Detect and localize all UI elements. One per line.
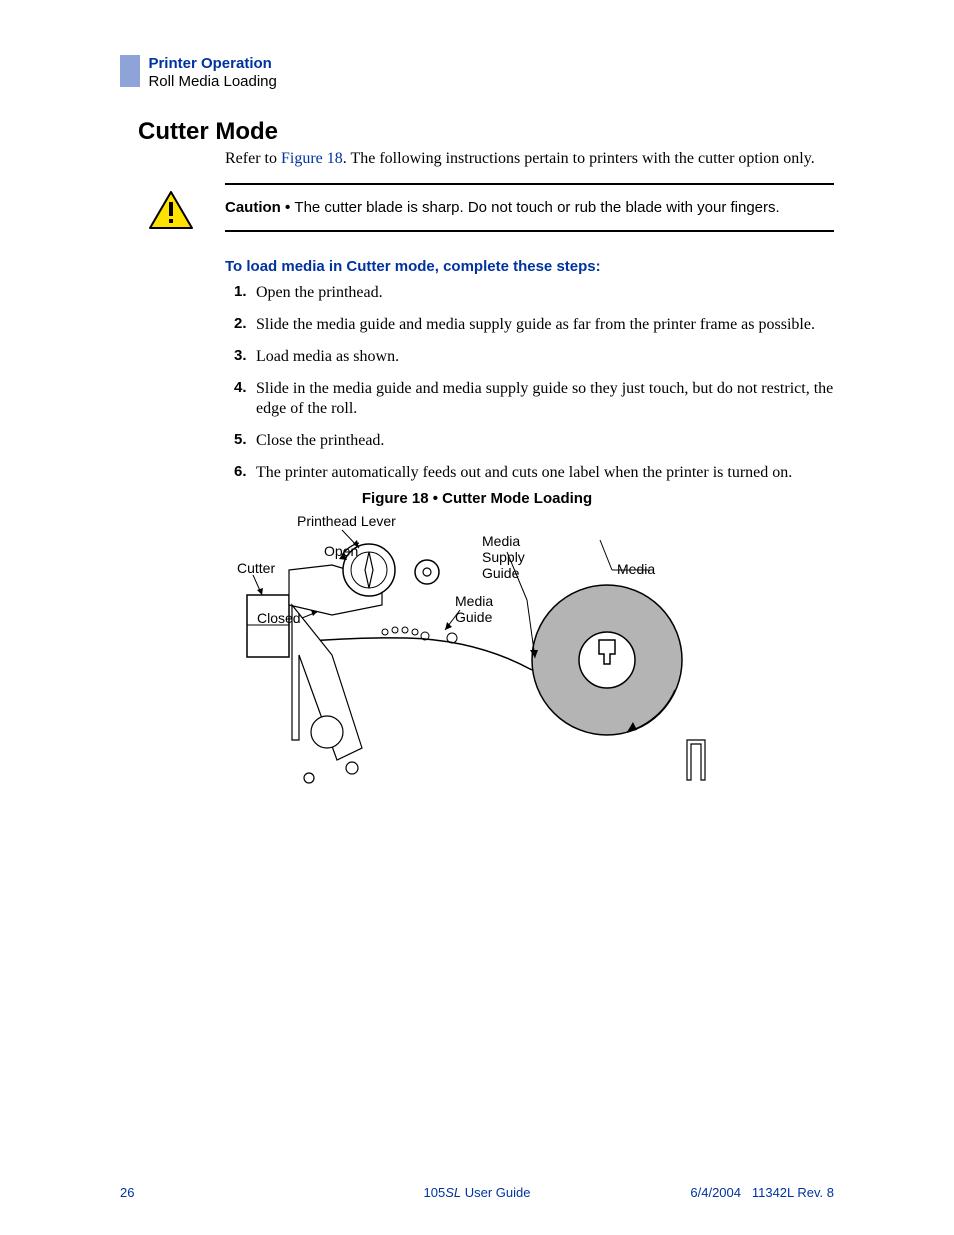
steps-title: To load media in Cutter mode, complete t… [225, 258, 601, 275]
intro-paragraph: Refer to Figure 18. The following instru… [225, 150, 834, 168]
step-number: 5. [234, 431, 256, 451]
label-closed: Closed [257, 610, 301, 626]
step-text: Close the printhead. [256, 431, 384, 451]
intro-post: . The following instructions pertain to … [343, 150, 815, 167]
label-media-guide-l2: Guide [455, 609, 493, 625]
step-number: 1. [234, 283, 256, 303]
page: Printer Operation Roll Media Loading Cut… [0, 0, 954, 1235]
step-text: Slide in the media guide and media suppl… [256, 379, 834, 419]
label-msg-l3: Guide [482, 565, 520, 581]
footer-guide-title: 105SL User Guide [120, 1185, 834, 1200]
label-open: Open [324, 543, 358, 559]
header-chapter: Printer Operation [148, 55, 271, 72]
step-number: 4. [234, 379, 256, 419]
header-text: Printer Operation Roll Media Loading [148, 55, 276, 91]
label-printhead-lever: Printhead Lever [297, 513, 396, 529]
caution-icon [148, 190, 194, 230]
header-accent-bar [120, 55, 140, 87]
header-section: Roll Media Loading [148, 73, 276, 90]
caution-text: The cutter blade is sharp. Do not touch … [294, 199, 779, 216]
step-item: 3.Load media as shown. [234, 347, 834, 367]
label-media: Media [617, 561, 655, 577]
label-media-guide-l1: Media [455, 593, 493, 609]
step-item: 6.The printer automatically feeds out an… [234, 463, 834, 483]
steps-list: 1.Open the printhead. 2.Slide the media … [234, 283, 834, 495]
intro-pre: Refer to [225, 150, 281, 167]
step-number: 3. [234, 347, 256, 367]
label-msg-l1: Media [482, 533, 520, 549]
page-header: Printer Operation Roll Media Loading [120, 55, 277, 91]
step-item: 1.Open the printhead. [234, 283, 834, 303]
step-number: 6. [234, 463, 256, 483]
caution-label: Caution • [225, 199, 294, 216]
label-cutter: Cutter [237, 560, 275, 576]
step-number: 2. [234, 315, 256, 335]
step-text: The printer automatically feeds out and … [256, 463, 792, 483]
label-msg-l2: Supply [482, 549, 525, 565]
figure-18: Printhead Lever Open Cutter Closed Media… [0, 510, 954, 810]
caution-block: Caution • The cutter blade is sharp. Do … [225, 183, 834, 232]
figure-caption: Figure 18 • Cutter Mode Loading [0, 490, 954, 507]
heading-cutter-mode: Cutter Mode [138, 118, 278, 146]
figure-link[interactable]: Figure 18 [281, 150, 343, 167]
step-item: 4.Slide in the media guide and media sup… [234, 379, 834, 419]
step-text: Slide the media guide and media supply g… [256, 315, 815, 335]
step-item: 5.Close the printhead. [234, 431, 834, 451]
step-item: 2.Slide the media guide and media supply… [234, 315, 834, 335]
step-text: Open the printhead. [256, 283, 383, 303]
step-text: Load media as shown. [256, 347, 399, 367]
page-footer: 26 105SL User Guide 6/4/2004 11342L Rev.… [120, 1185, 834, 1200]
figure-svg: Printhead Lever Open Cutter Closed Media… [227, 510, 727, 810]
